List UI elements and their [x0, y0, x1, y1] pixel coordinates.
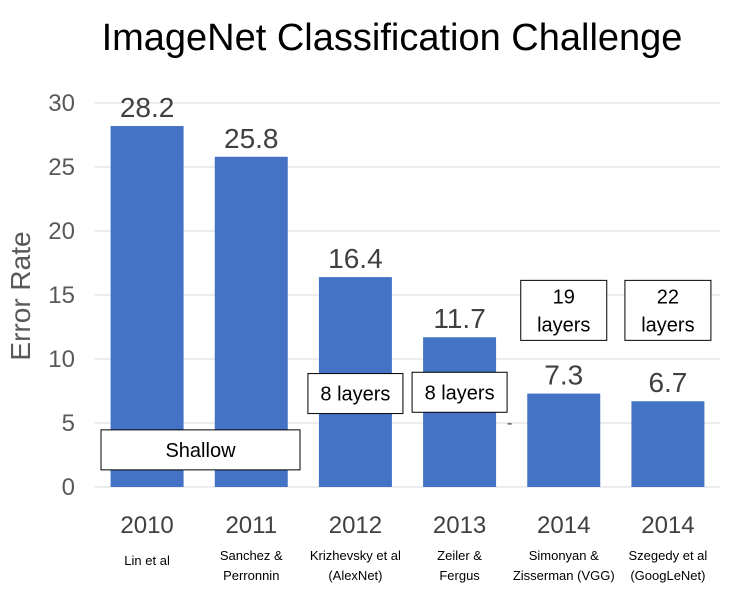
bar	[527, 393, 601, 487]
annotation-frame	[624, 279, 712, 341]
annotation-box: Shallow	[100, 429, 301, 471]
data-labels: 28.2 25.8 16.4 11.7 7.3 6.7	[120, 92, 688, 398]
x-tick-label: 2012	[329, 512, 382, 539]
x-sub-label: (AlexNet)	[328, 568, 382, 583]
bar	[631, 401, 705, 487]
x-sub-label: Zeiler &	[437, 548, 482, 563]
annotation-text: 8 layers	[320, 384, 390, 406]
data-label: 11.7	[433, 303, 485, 334]
annotation-text: layers	[641, 314, 694, 336]
y-tick-label: 15	[48, 282, 75, 309]
annotation-text: layers	[537, 314, 590, 336]
annotation-box: 8 layers	[307, 373, 404, 415]
dash-mark: -	[507, 415, 512, 432]
y-tick-label: 20	[48, 218, 75, 245]
annotation-frame	[411, 371, 508, 413]
bar	[110, 126, 184, 487]
data-label: 25.8	[224, 123, 279, 154]
annotation-frame	[520, 279, 608, 341]
x-sub-label: Simonyan &	[529, 548, 599, 563]
x-tick-label: 2014	[641, 512, 694, 539]
x-tick-label: 2010	[120, 512, 173, 539]
y-tick-label: 30	[48, 90, 75, 117]
x-tick-label: 2013	[433, 512, 486, 539]
annotation-frame	[100, 429, 301, 471]
annotation-text: 22	[657, 286, 679, 308]
x-tick-label: 2014	[537, 512, 590, 539]
gridlines	[95, 102, 720, 488]
x-tick-label: 2011	[225, 512, 277, 539]
layer-annotations: Shallow 8 layers 8 layers 19 layers 22 layers	[100, 279, 712, 471]
annotation-text: 8 layers	[425, 382, 495, 404]
data-label: 7.3	[544, 360, 583, 391]
x-sub-label: (GoogLeNet)	[630, 568, 705, 583]
y-tick-label: 0	[62, 474, 75, 501]
y-axis-label: Error Rate	[5, 231, 36, 360]
data-label: 28.2	[120, 92, 175, 123]
x-sub-label: Lin et al	[124, 553, 170, 568]
y-tick-label: 5	[62, 410, 75, 437]
annotation-text: Shallow	[165, 440, 236, 462]
annotation-box: 8 layers	[411, 371, 508, 413]
x-sub-label: Zisserman (VGG)	[513, 568, 615, 583]
y-tick-label: 10	[48, 346, 75, 373]
data-label: 16.4	[328, 243, 383, 274]
x-sub-label: Szegedy et al	[629, 548, 708, 563]
x-sub-label: Fergus	[439, 568, 480, 583]
annotation-text: 19	[553, 286, 575, 308]
data-label: 6.7	[648, 367, 687, 398]
annotation-frame	[307, 373, 404, 415]
x-tick-labels: 2010 Lin et al 2011 Sanchez & Perronnin 2012 K…	[120, 512, 707, 583]
y-tick-label: 25	[48, 154, 75, 181]
annotation-box: 19 layers	[520, 279, 608, 341]
x-sub-label: Sanchez &	[220, 548, 283, 563]
chart-title: ImageNet Classification Challenge	[102, 17, 683, 59]
y-tick-labels: 0 5 10 15 20 25 30	[48, 90, 75, 501]
annotation-box: 22 layers	[624, 279, 712, 341]
x-sub-label: Krizhevsky et al	[310, 548, 401, 563]
x-sub-label: Perronnin	[223, 568, 279, 583]
